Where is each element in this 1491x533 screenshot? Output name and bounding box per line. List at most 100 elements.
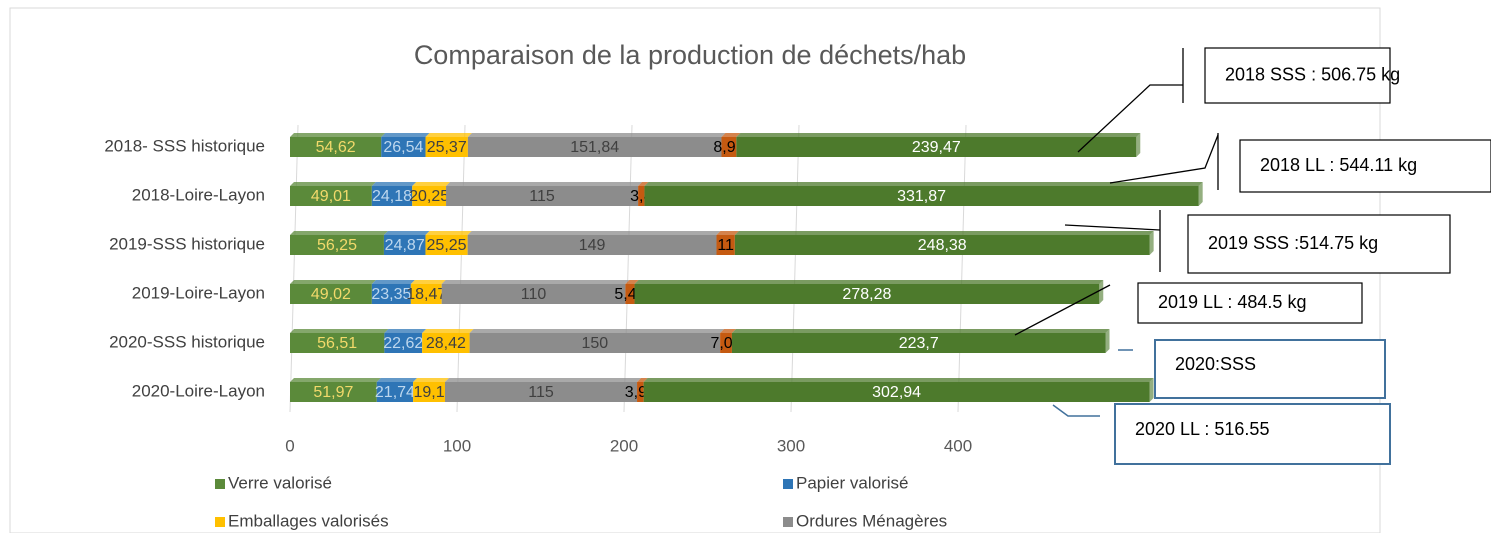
bar-top [638, 182, 649, 186]
x-tick-label: 400 [944, 436, 972, 455]
data-label: 331,87 [897, 188, 946, 205]
annotation-box [1204, 47, 1391, 104]
data-label: 24,18 [372, 188, 412, 205]
bar-top [425, 133, 472, 137]
bar-segment [290, 382, 377, 402]
bar-segment [384, 333, 423, 353]
bar-segment [467, 137, 722, 157]
bar-top [290, 329, 389, 333]
data-label: 25,37 [427, 139, 467, 156]
bar-segment [720, 333, 732, 353]
grid-line [456, 124, 466, 413]
bar-top [290, 280, 376, 284]
annotation-box [1239, 139, 1491, 193]
annotation-box [1137, 282, 1363, 324]
bar-segment [736, 137, 1137, 157]
bar-side [1099, 280, 1104, 304]
bar-segment [410, 284, 442, 304]
callouts [1014, 48, 1219, 417]
bar-top [467, 231, 721, 235]
data-label: 115 [528, 384, 554, 401]
data-label: 110 [521, 286, 547, 303]
annotation: 2019 LL : 484.5 kg [1158, 292, 1306, 312]
bar-segment [638, 186, 645, 206]
data-label: 302,94 [872, 384, 921, 401]
data-label: 239,47 [912, 139, 961, 156]
data-label: 248,38 [918, 237, 967, 254]
bar-top [736, 133, 1141, 137]
bar-segment [469, 333, 721, 353]
chart-title: Comparaison de la production de déchets/… [414, 40, 966, 70]
legend-swatch [215, 517, 225, 527]
legend-swatch [783, 517, 793, 527]
bar-top [731, 329, 1110, 333]
bar-top [444, 378, 642, 382]
bar-segment [425, 137, 468, 157]
bar-segment [444, 382, 638, 402]
grid-line [289, 124, 299, 413]
bar-top [290, 378, 381, 382]
data-label: 23,35 [371, 286, 411, 303]
bar-segment [644, 186, 1199, 206]
y-tick-label: 2020-Loire-Layon [132, 381, 265, 400]
data-label: 54,62 [316, 139, 356, 156]
bar-segment [371, 186, 413, 206]
bar-top [381, 133, 430, 137]
bar-top [410, 280, 446, 284]
bar-top [467, 133, 726, 137]
bar-side [1105, 329, 1110, 353]
bar-segment [290, 186, 372, 206]
data-label: 115 [529, 188, 555, 205]
bar-top [446, 182, 643, 186]
bar-side [1149, 378, 1154, 402]
y-tick-label: 2018- SSS historique [104, 136, 265, 155]
callout-line [1052, 404, 1100, 417]
bar-segment [290, 235, 384, 255]
bar-top [637, 378, 648, 382]
legend-swatch [215, 479, 225, 489]
bar-segment [634, 284, 1100, 304]
callout-line [1064, 224, 1161, 231]
bar-segment [721, 137, 737, 157]
grid-line [957, 124, 967, 413]
x-tick-label: 0 [285, 436, 294, 455]
annotation: 2018 SSS : 506.75 kg [1225, 64, 1400, 84]
bar-segment [734, 235, 1150, 255]
bar-side [1136, 133, 1141, 157]
bar-segment [425, 235, 468, 255]
data-label: 19,1 [413, 384, 444, 401]
data-label: 28,42 [426, 335, 466, 352]
bar-segment [290, 137, 382, 157]
bar-top [643, 378, 1154, 382]
grid-line [623, 124, 633, 413]
data-label: 22,62 [383, 335, 423, 352]
plot-area: 0 100 200 300 400 2018- SSS historique 54,62 26… [104, 124, 1203, 455]
bar-top [371, 280, 415, 284]
data-label: 149 [579, 237, 606, 254]
bar-segment [716, 235, 735, 255]
data-label: 21,74 [375, 384, 415, 401]
annotation-box [1187, 214, 1451, 274]
bar-segment [371, 284, 411, 304]
bar-top [376, 378, 418, 382]
bar-top [290, 231, 388, 235]
bar-segment [376, 382, 414, 402]
data-label: 150 [582, 335, 609, 352]
annotation-box [1114, 403, 1391, 465]
legend: Verre valorisé Papier valorisé Emballages … [215, 473, 947, 530]
data-label: 20,25 [409, 188, 449, 205]
data-label: 56,51 [317, 335, 357, 352]
legend-swatch [783, 479, 793, 489]
y-tick-label: 2019-Loire-Layon [132, 283, 265, 302]
annotation-box [1154, 339, 1386, 399]
bar-top [625, 280, 639, 284]
x-tick-label: 300 [777, 436, 805, 455]
bar-segment [381, 137, 426, 157]
data-label: 49,01 [311, 188, 351, 205]
bar-segment [731, 333, 1106, 353]
bar-segment [446, 186, 639, 206]
bar-top [384, 329, 427, 333]
bar-segment [441, 284, 626, 304]
callout-line [1077, 84, 1183, 153]
